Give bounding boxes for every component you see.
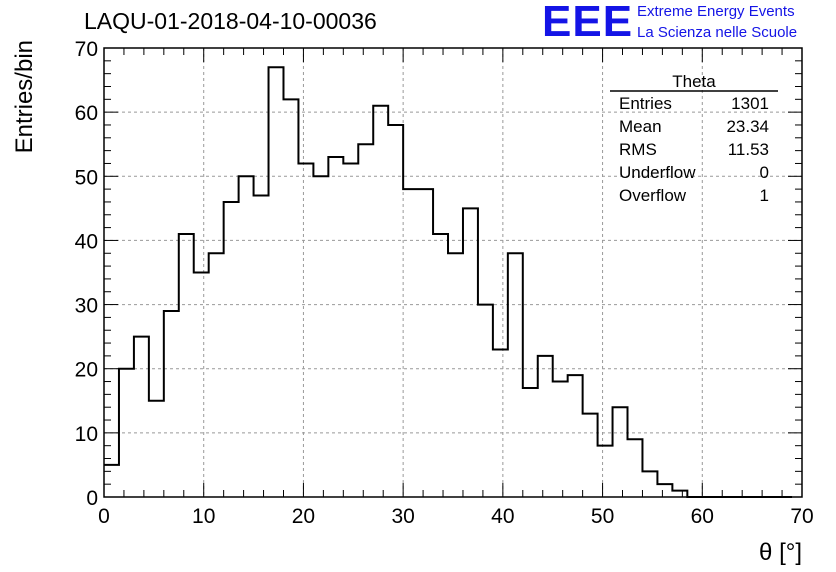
x-tick-label: 30 — [391, 505, 414, 528]
x-tick-label: 0 — [98, 505, 110, 528]
histogram-bin — [433, 234, 448, 497]
y-tick-label: 30 — [75, 295, 98, 318]
histogram-bin — [523, 388, 538, 497]
y-axis-label: Entries/bin — [11, 40, 38, 153]
stats-value-overflow: 1 — [760, 186, 769, 205]
histogram-bin — [568, 375, 583, 497]
histogram-bin — [298, 163, 313, 497]
stats-label-overflow: Overflow — [619, 186, 687, 205]
y-tick-label: 70 — [75, 38, 98, 61]
histogram-bin — [418, 189, 433, 497]
histogram-bin — [104, 465, 119, 497]
histogram-bin — [179, 234, 194, 497]
x-axis-label: θ [°] — [759, 539, 802, 566]
stats-label-entries: Entries — [619, 94, 672, 113]
y-tick-label: 40 — [75, 230, 98, 253]
histogram-bin — [239, 176, 254, 497]
stats-value-rms: 11.53 — [728, 140, 769, 159]
histogram-bin — [164, 311, 179, 497]
histogram-bin — [613, 407, 628, 497]
x-tick-label: 10 — [192, 505, 215, 528]
histogram-bin — [254, 196, 269, 497]
histogram-bin — [672, 491, 687, 497]
stats-title: Theta — [672, 72, 716, 91]
histogram-bin — [194, 273, 209, 498]
y-tick-label: 50 — [75, 166, 98, 189]
logo-line-1: Extreme Energy Events — [637, 3, 795, 20]
histogram-bin — [642, 471, 657, 497]
stats-value-underflow: 0 — [760, 163, 769, 182]
histogram-bin — [388, 125, 403, 497]
histogram-bin — [283, 99, 298, 497]
histogram-line — [104, 66, 793, 498]
histogram-bin — [508, 253, 523, 497]
histogram-bin — [149, 401, 164, 497]
histogram-bin — [313, 176, 328, 497]
histogram-bin — [463, 208, 478, 497]
y-tick-label: 20 — [75, 359, 98, 382]
x-tick-label: 70 — [790, 505, 813, 528]
histogram-bin — [358, 144, 373, 497]
y-tick-label: 10 — [75, 423, 98, 446]
histogram-bin — [493, 349, 508, 497]
histogram-bin — [448, 253, 463, 497]
histogram-bin — [224, 202, 239, 497]
histogram-bin — [478, 305, 493, 497]
histogram-bin — [328, 157, 343, 497]
histogram-bin — [269, 67, 284, 497]
chart-title: LAQU-01-2018-04-10-00036 — [84, 8, 377, 34]
eee-logo: EEE — [542, 0, 634, 46]
histogram-bin — [657, 484, 672, 497]
stats-value-entries: 1301 — [731, 94, 769, 113]
stats-value-mean: 23.34 — [726, 117, 769, 136]
x-tick-label: 40 — [491, 505, 514, 528]
histogram-bin — [134, 337, 149, 497]
x-tick-label: 50 — [591, 505, 614, 528]
x-tick-label: 20 — [292, 505, 315, 528]
stats-label-mean: Mean — [619, 117, 662, 136]
plot-frame — [103, 47, 803, 498]
x-tick-label: 60 — [691, 505, 714, 528]
histogram-bin — [583, 414, 598, 497]
histogram-bin — [343, 163, 358, 497]
histogram-bin — [209, 253, 224, 497]
stats-label-rms: RMS — [619, 140, 657, 159]
histogram-bin — [538, 356, 553, 497]
y-tick-label: 0 — [86, 487, 98, 510]
stats-label-underflow: Underflow — [619, 163, 696, 182]
histogram-bin — [553, 382, 568, 497]
histogram-bin — [119, 369, 134, 497]
histogram-bin — [373, 106, 388, 497]
histogram-bin — [628, 439, 643, 497]
y-tick-label: 60 — [75, 102, 98, 125]
histogram-bin — [598, 446, 613, 497]
histogram-bin — [403, 189, 418, 497]
logo-line-2: La Scienza nelle Scuole — [637, 24, 798, 41]
